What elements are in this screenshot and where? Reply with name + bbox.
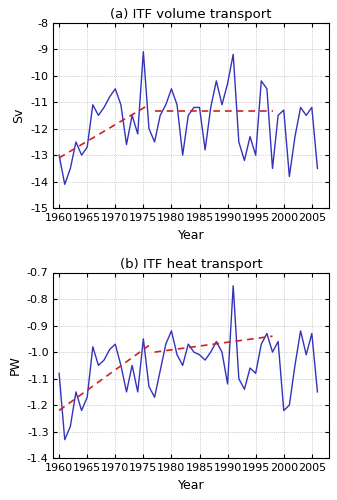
Y-axis label: PW: PW [8, 356, 21, 376]
Y-axis label: Sv: Sv [12, 108, 25, 123]
X-axis label: Year: Year [178, 478, 205, 492]
Title: (b) ITF heat transport: (b) ITF heat transport [120, 258, 263, 272]
Title: (a) ITF volume transport: (a) ITF volume transport [110, 8, 272, 22]
X-axis label: Year: Year [178, 228, 205, 241]
